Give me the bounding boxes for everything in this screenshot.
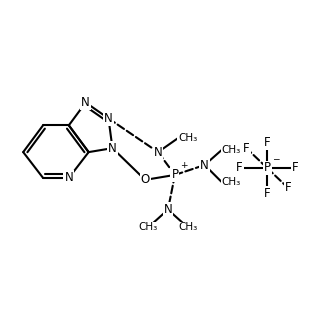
Text: F: F [236,161,243,175]
Text: N: N [108,142,117,155]
Text: CH₃: CH₃ [221,145,241,155]
Text: CH₃: CH₃ [178,222,197,232]
Text: F: F [243,142,249,155]
Text: −: − [272,154,280,163]
Text: O: O [141,173,150,186]
Text: P: P [171,168,179,182]
Text: N: N [154,146,162,159]
Text: F: F [264,136,271,149]
Text: N: N [64,171,73,184]
Text: N: N [200,158,209,172]
Text: N: N [104,112,113,125]
Text: F: F [285,181,291,194]
Text: F: F [292,161,298,175]
Text: CH₃: CH₃ [178,133,197,143]
Text: N: N [164,203,172,216]
Text: +: + [180,161,187,170]
Text: P: P [264,161,271,175]
Text: CH₃: CH₃ [139,222,158,232]
Text: F: F [264,187,271,200]
Text: CH₃: CH₃ [221,177,241,187]
Text: N: N [81,96,90,109]
